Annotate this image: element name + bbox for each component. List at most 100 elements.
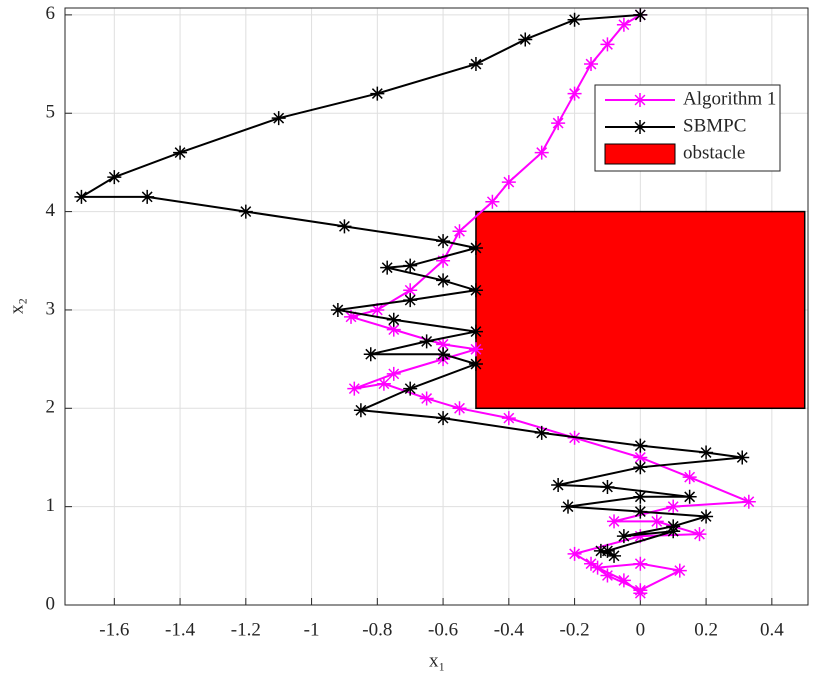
marker: [468, 342, 483, 357]
marker: [468, 324, 483, 339]
marker: [74, 189, 89, 204]
marker: [337, 219, 352, 234]
marker: [468, 57, 483, 72]
marker: [376, 376, 391, 391]
marker: [735, 450, 750, 465]
x-tick-label: 0: [636, 619, 646, 640]
marker: [370, 86, 385, 101]
marker: [419, 334, 434, 349]
marker: [633, 556, 648, 571]
marker: [173, 145, 188, 160]
y-tick-label: 4: [46, 200, 56, 221]
marker: [501, 175, 516, 190]
marker: [468, 283, 483, 298]
legend-marker: [633, 93, 647, 107]
marker: [347, 381, 362, 396]
marker: [666, 499, 681, 514]
marker: [584, 556, 599, 571]
x-tick-label: -1.4: [165, 619, 196, 640]
marker: [436, 337, 451, 352]
marker: [699, 445, 714, 460]
x-axis-label: x₁: [429, 650, 445, 671]
marker: [682, 470, 697, 485]
marker: [741, 494, 756, 509]
marker: [403, 258, 418, 273]
marker: [386, 312, 401, 327]
marker: [436, 234, 451, 249]
marker: [567, 12, 582, 27]
marker: [468, 240, 483, 255]
marker: [363, 347, 378, 362]
marker: [238, 204, 253, 219]
marker: [452, 401, 467, 416]
marker: [633, 450, 648, 465]
y-tick-label: 1: [46, 495, 56, 516]
x-tick-label: -0.6: [428, 619, 458, 640]
marker: [633, 504, 648, 519]
marker: [436, 411, 451, 426]
legend-label: obstacle: [683, 142, 745, 163]
marker: [692, 527, 707, 542]
marker: [561, 499, 576, 514]
marker: [593, 543, 608, 558]
marker: [403, 293, 418, 308]
marker: [672, 563, 687, 578]
marker: [584, 57, 599, 72]
marker: [600, 568, 615, 583]
marker: [699, 509, 714, 524]
x-tick-label: -0.8: [362, 619, 392, 640]
marker: [616, 573, 631, 588]
x-tick-label: -1.2: [231, 619, 261, 640]
marker: [633, 529, 648, 544]
marker: [485, 194, 500, 209]
marker: [380, 260, 395, 275]
marker: [600, 37, 615, 52]
marker: [534, 425, 549, 440]
marker: [633, 438, 648, 453]
y-tick-label: 6: [46, 3, 56, 24]
marker: [551, 116, 566, 131]
marker: [534, 145, 549, 160]
marker: [518, 32, 533, 47]
marker: [436, 347, 451, 362]
y-tick-label: 2: [46, 397, 56, 418]
marker: [633, 7, 648, 22]
legend-patch: [604, 143, 676, 165]
marker: [600, 479, 615, 494]
marker: [353, 403, 368, 418]
marker: [330, 302, 345, 317]
marker: [633, 460, 648, 475]
marker: [386, 366, 401, 381]
marker: [436, 253, 451, 268]
marker: [271, 111, 286, 126]
plot-frame: [64, 7, 809, 606]
marker: [607, 548, 622, 563]
y-tick-label: 0: [46, 593, 56, 614]
marker: [344, 309, 359, 324]
marker: [403, 381, 418, 396]
marker: [370, 302, 385, 317]
legend-label: SBMPC: [683, 115, 746, 136]
marker: [403, 283, 418, 298]
marker: [682, 489, 697, 504]
legend-marker: [633, 120, 647, 134]
marker: [616, 17, 631, 32]
marker: [607, 514, 622, 529]
x-tick-label: 0.4: [760, 619, 784, 640]
obstacle: [475, 210, 806, 410]
x-tick-label: -1.6: [99, 619, 129, 640]
marker: [567, 546, 582, 561]
y-tick-label: 5: [46, 102, 56, 123]
y-axis-label: x₂: [6, 298, 27, 314]
marker: [452, 224, 467, 239]
marker: [666, 524, 681, 539]
marker: [633, 586, 648, 601]
marker: [140, 189, 155, 204]
y-tick-label: 3: [46, 298, 56, 319]
x-tick-label: -1: [304, 619, 320, 640]
marker: [633, 489, 648, 504]
marker: [501, 411, 516, 426]
marker: [436, 273, 451, 288]
marker: [551, 478, 566, 493]
